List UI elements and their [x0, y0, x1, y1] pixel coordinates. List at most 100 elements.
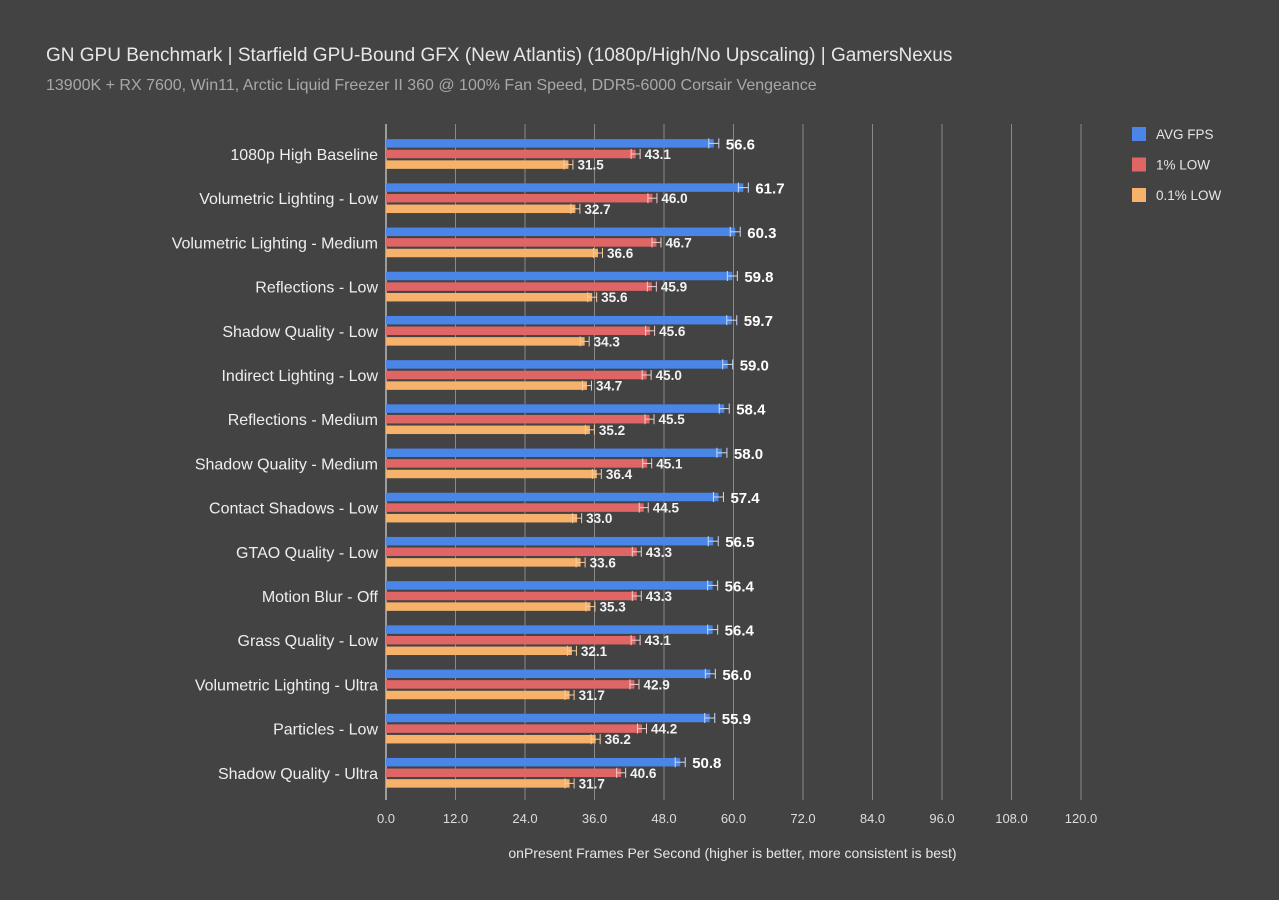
data-label: 34.7	[596, 379, 622, 394]
data-label: 35.2	[599, 423, 625, 438]
bar	[386, 469, 597, 479]
data-label: 35.6	[601, 290, 628, 305]
data-label: 31.5	[577, 158, 604, 173]
data-label: 43.1	[645, 633, 672, 648]
category-label: Contact Shadows - Low	[209, 501, 378, 518]
data-label: 56.4	[725, 578, 755, 595]
bar	[386, 326, 651, 336]
x-tick-label: 120.0	[1065, 811, 1098, 826]
bar	[386, 370, 647, 380]
category-label: Motion Blur - Off	[262, 589, 379, 606]
category-label: Volumetric Lighting - Medium	[172, 235, 378, 252]
bar	[386, 160, 569, 169]
category-label: Volumetric Lighting - Ultra	[195, 677, 378, 694]
bar	[386, 292, 593, 302]
bar	[386, 381, 587, 390]
x-tick-label: 48.0	[651, 811, 676, 826]
bar	[386, 248, 598, 258]
data-label: 59.8	[744, 269, 773, 286]
data-label: 59.7	[744, 313, 773, 330]
category-label: Grass Quality - Low	[238, 633, 379, 650]
data-label: 43.3	[646, 589, 673, 604]
category-label: Reflections - Medium	[228, 412, 378, 429]
data-label: 56.4	[725, 623, 755, 640]
bar	[386, 757, 681, 767]
data-label: 56.6	[726, 136, 755, 153]
bar	[386, 646, 572, 656]
bar	[386, 414, 650, 424]
bar	[386, 625, 713, 634]
data-label: 35.3	[599, 600, 626, 615]
data-label: 45.6	[659, 324, 686, 339]
category-label: GTAO Quality - Low	[236, 545, 378, 562]
data-label: 44.5	[653, 501, 680, 516]
legend-swatch	[1132, 127, 1146, 141]
bar	[386, 591, 637, 601]
legend-label: 1% LOW	[1156, 158, 1210, 173]
bar	[386, 536, 714, 546]
data-label: 50.8	[692, 755, 721, 772]
bar	[386, 669, 711, 679]
bar	[386, 513, 578, 523]
x-tick-label: 36.0	[582, 811, 607, 826]
bar	[386, 238, 657, 247]
bar	[386, 492, 719, 502]
category-label: Shadow Quality - Low	[222, 324, 378, 341]
bar	[386, 724, 642, 733]
category-label: Volumetric Lighting - Low	[199, 191, 378, 208]
data-label: 33.6	[590, 555, 617, 570]
bar	[386, 779, 570, 788]
legend-swatch	[1132, 157, 1146, 172]
data-label: 45.9	[661, 280, 687, 295]
bar	[386, 183, 744, 192]
x-tick-label: 0.0	[377, 811, 395, 826]
data-label: 57.4	[730, 490, 760, 507]
bar	[386, 204, 576, 214]
data-label: 32.7	[584, 202, 610, 217]
bar	[386, 282, 652, 291]
data-label: 44.2	[651, 722, 677, 737]
category-label: Particles - Low	[273, 722, 378, 739]
data-label: 43.1	[645, 147, 672, 162]
data-label: 46.0	[661, 191, 687, 206]
bar	[386, 315, 732, 325]
chart-title: GN GPU Benchmark | Starfield GPU-Bound G…	[46, 45, 953, 66]
x-tick-label: 24.0	[512, 811, 537, 826]
bar	[386, 635, 636, 645]
data-label: 42.9	[643, 677, 669, 692]
bar	[386, 680, 635, 689]
x-tick-label: 72.0	[790, 811, 815, 826]
bar	[386, 713, 710, 723]
x-tick-label: 96.0	[929, 811, 954, 826]
chart-subtitle: 13900K + RX 7600, Win11, Arctic Liquid F…	[46, 77, 817, 94]
x-tick-label: 84.0	[860, 811, 885, 826]
bar	[386, 149, 636, 159]
data-label: 58.0	[734, 446, 763, 463]
category-label: 1080p High Baseline	[230, 147, 378, 164]
data-label: 43.3	[646, 545, 673, 560]
bar	[386, 768, 622, 778]
data-label: 56.5	[725, 534, 754, 551]
bar	[386, 558, 581, 567]
bar	[386, 503, 644, 512]
bar	[386, 139, 714, 148]
bar	[386, 581, 713, 590]
bar	[386, 271, 733, 281]
data-label: 45.0	[656, 368, 682, 383]
bar	[386, 425, 590, 435]
data-label: 31.7	[579, 776, 605, 791]
legend-swatch	[1132, 188, 1146, 202]
data-label: 46.7	[665, 235, 691, 250]
x-tick-label: 108.0	[995, 811, 1028, 826]
data-label: 40.6	[630, 766, 657, 781]
bar	[386, 734, 596, 744]
category-label: Shadow Quality - Ultra	[218, 766, 378, 783]
x-axis-title: onPresent Frames Per Second (higher is b…	[508, 845, 956, 861]
data-label: 45.1	[656, 456, 683, 471]
bar	[386, 448, 722, 458]
bar	[386, 547, 637, 557]
category-label: Shadow Quality - Medium	[195, 456, 378, 473]
category-label: Reflections - Low	[255, 280, 378, 297]
bar	[386, 337, 585, 346]
